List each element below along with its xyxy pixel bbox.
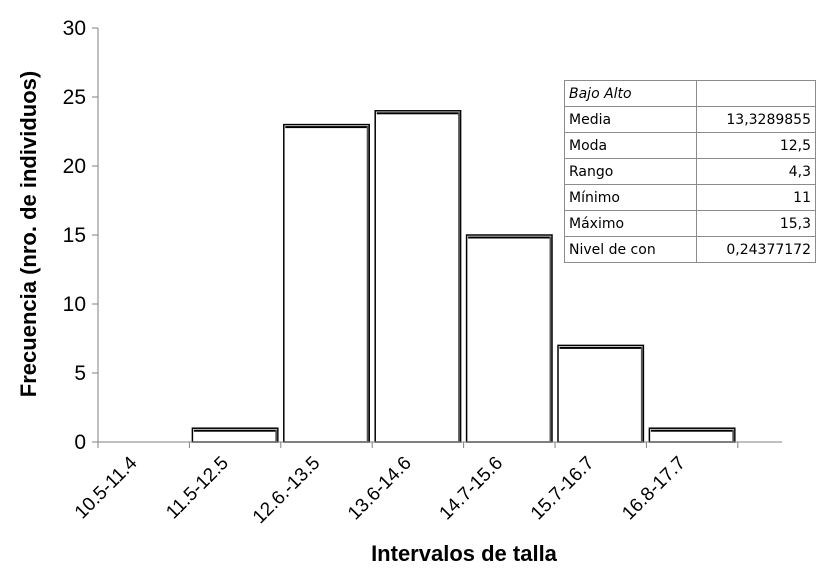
stats-label: Media (563, 106, 698, 133)
stats-row: Moda 12,5 (563, 132, 816, 159)
x-tick-label: 12.6.-13.5 (249, 453, 324, 528)
stats-label: Mínimo (563, 184, 698, 211)
y-axis-title: Frecuencia (nro. de individuos) (16, 71, 41, 397)
y-axis: 0 5 10 15 20 25 30 (63, 17, 99, 454)
stats-caption-value (696, 80, 816, 107)
x-axis: 10.5-11.4 11.5-12.5 12.6.-13.5 13.6-14.6 14.… (71, 441, 782, 528)
bar (283, 123, 370, 443)
stats-value: 11 (696, 184, 816, 211)
stats-value: 0,24377172 (696, 236, 816, 263)
x-tick-label: 11.5-12.5 (162, 453, 233, 524)
y-tick-label: 10 (63, 293, 86, 316)
x-tick-label: 14.7-15.6 (436, 453, 508, 525)
y-tick-label: 5 (74, 362, 86, 385)
y-tick-label: 0 (74, 431, 86, 454)
x-tick-label: 10.5-11.4 (71, 452, 142, 523)
stats-label: Máximo (563, 210, 698, 237)
bar (557, 344, 645, 443)
stats-row: Mínimo 11 (563, 184, 816, 211)
stats-row: Máximo 15,3 (563, 210, 816, 237)
stats-caption-row: Bajo Alto (563, 80, 816, 107)
x-tick-label: 16.8-17.7 (618, 453, 690, 525)
stats-row: Nivel de con 0,24377172 (563, 236, 816, 263)
stats-row: Rango 4,3 (563, 158, 816, 185)
x-axis-title: Intervalos de talla (371, 541, 558, 566)
statistics-table: Bajo Alto Media 13,3289855 Moda 12,5 Rango 4,… (563, 80, 816, 263)
stats-label: Moda (563, 132, 698, 159)
y-tick-label: 20 (63, 155, 86, 178)
x-tick-label: 13.6-14.6 (344, 453, 416, 525)
stats-label: Rango (563, 158, 698, 185)
x-tick-label: 15.7-16.7 (527, 453, 599, 525)
bar (374, 110, 462, 443)
stats-row: Media 13,3289855 (563, 106, 816, 133)
stats-value: 15,3 (696, 210, 816, 237)
bars (191, 110, 736, 443)
bar (465, 234, 553, 443)
stats-label: Nivel de con (563, 236, 698, 263)
y-tick-label: 25 (63, 86, 86, 109)
stats-caption: Bajo Alto (563, 80, 698, 107)
stats-value: 4,3 (696, 158, 816, 185)
stats-value: 13,3289855 (696, 106, 816, 133)
y-tick-label: 30 (63, 17, 86, 40)
bar (191, 427, 279, 443)
y-tick-label: 15 (63, 224, 86, 247)
bar (648, 427, 736, 443)
stats-value: 12,5 (696, 132, 816, 159)
